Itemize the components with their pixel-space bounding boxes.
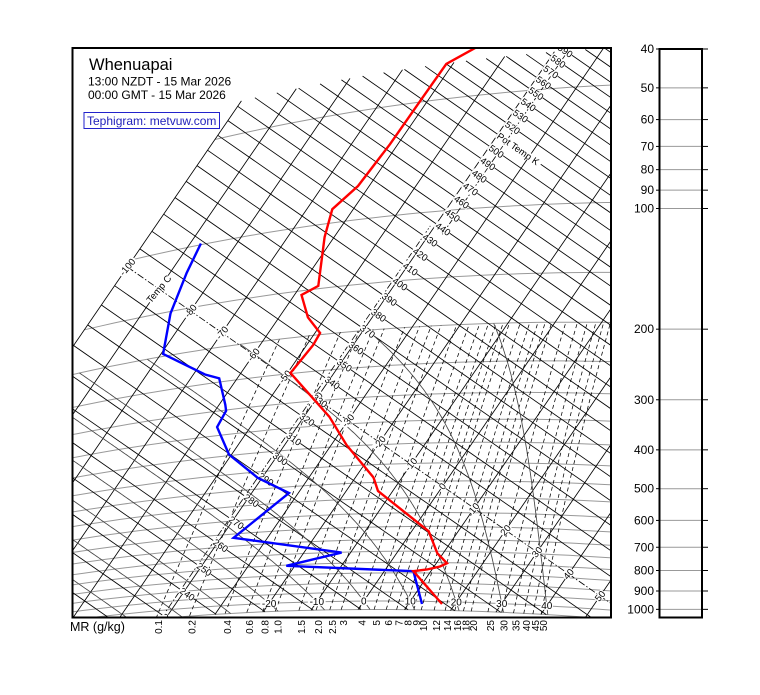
svg-text:14: 14 bbox=[443, 620, 454, 632]
svg-text:35: 35 bbox=[512, 620, 523, 632]
svg-text:40: 40 bbox=[522, 620, 533, 632]
svg-text:30: 30 bbox=[496, 599, 508, 610]
svg-text:600: 600 bbox=[634, 513, 654, 527]
svg-text:2.5: 2.5 bbox=[328, 620, 339, 634]
svg-text:-20: -20 bbox=[262, 599, 277, 610]
svg-text:60: 60 bbox=[641, 113, 655, 127]
svg-text:20: 20 bbox=[469, 620, 480, 632]
svg-text:100: 100 bbox=[634, 202, 654, 216]
svg-text:4: 4 bbox=[358, 620, 369, 626]
svg-text:00:00 GMT - 15 Mar 2026: 00:00 GMT - 15 Mar 2026 bbox=[88, 88, 226, 102]
svg-text:1.5: 1.5 bbox=[297, 620, 308, 634]
svg-text:5: 5 bbox=[372, 620, 383, 626]
svg-text:90: 90 bbox=[641, 183, 655, 197]
svg-text:18: 18 bbox=[461, 620, 472, 632]
svg-text:400: 400 bbox=[634, 443, 654, 457]
svg-text:50: 50 bbox=[539, 620, 550, 632]
svg-text:2.0: 2.0 bbox=[314, 620, 325, 634]
svg-text:10: 10 bbox=[405, 597, 417, 608]
svg-text:80: 80 bbox=[641, 163, 655, 177]
svg-text:50: 50 bbox=[641, 81, 655, 95]
svg-text:0: 0 bbox=[361, 597, 367, 608]
svg-text:300: 300 bbox=[634, 393, 654, 407]
svg-text:0: 0 bbox=[437, 481, 449, 492]
svg-text:Tephigram: metvuw.com: Tephigram: metvuw.com bbox=[87, 114, 216, 128]
svg-text:8: 8 bbox=[404, 620, 415, 626]
svg-text:0.2: 0.2 bbox=[188, 620, 199, 634]
svg-text:MR (g/kg): MR (g/kg) bbox=[70, 620, 125, 634]
svg-text:20: 20 bbox=[451, 597, 463, 608]
svg-text:9: 9 bbox=[412, 620, 423, 626]
svg-text:45: 45 bbox=[531, 620, 542, 632]
svg-text:Whenuapai: Whenuapai bbox=[89, 56, 172, 74]
svg-text:200: 200 bbox=[634, 322, 654, 336]
svg-text:40: 40 bbox=[541, 601, 553, 612]
svg-text:1000: 1000 bbox=[627, 602, 654, 616]
svg-text:6: 6 bbox=[384, 620, 395, 626]
svg-text:0.1: 0.1 bbox=[154, 620, 165, 634]
svg-text:-10: -10 bbox=[310, 597, 325, 608]
svg-text:1.0: 1.0 bbox=[273, 620, 284, 634]
svg-text:40: 40 bbox=[641, 42, 655, 56]
svg-text:70: 70 bbox=[641, 139, 655, 153]
svg-text:590: 590 bbox=[555, 43, 574, 61]
svg-text:700: 700 bbox=[634, 540, 654, 554]
svg-text:0.6: 0.6 bbox=[245, 620, 256, 634]
svg-text:25: 25 bbox=[486, 620, 497, 632]
svg-text:230: 230 bbox=[159, 612, 178, 630]
svg-text:13:00 NZDT - 15 Mar 2026: 13:00 NZDT - 15 Mar 2026 bbox=[88, 75, 232, 89]
svg-text:10: 10 bbox=[419, 620, 430, 632]
svg-text:500: 500 bbox=[634, 482, 654, 496]
svg-text:16: 16 bbox=[453, 620, 464, 632]
svg-text:12: 12 bbox=[432, 620, 443, 632]
svg-text:800: 800 bbox=[634, 564, 654, 578]
svg-text:900: 900 bbox=[634, 584, 654, 598]
svg-text:7: 7 bbox=[395, 620, 406, 626]
svg-text:0.8: 0.8 bbox=[261, 620, 272, 634]
svg-text:30: 30 bbox=[500, 620, 511, 632]
svg-text:0.4: 0.4 bbox=[223, 620, 234, 634]
svg-text:3: 3 bbox=[339, 620, 350, 626]
